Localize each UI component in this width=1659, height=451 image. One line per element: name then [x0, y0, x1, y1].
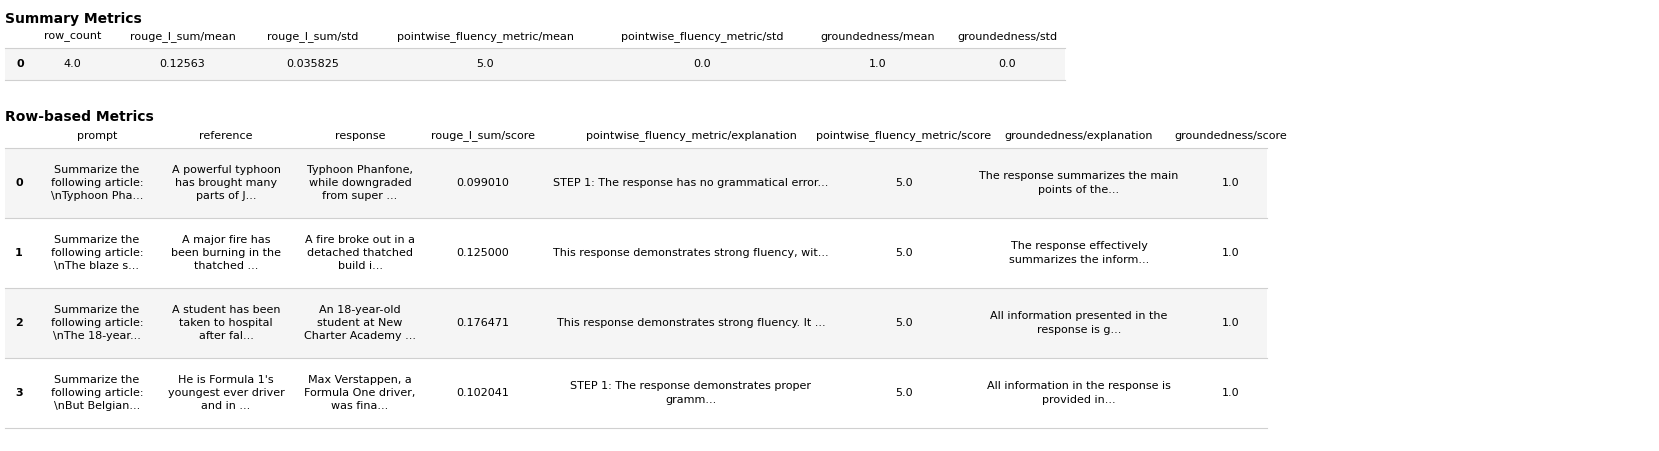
- Text: 5.0: 5.0: [896, 248, 912, 258]
- Text: 0.0: 0.0: [999, 59, 1017, 69]
- Text: Summarize the
following article:
\nThe 18-year...: Summarize the following article: \nThe 1…: [51, 305, 143, 341]
- Text: 5.0: 5.0: [896, 318, 912, 328]
- Text: rouge_l_sum/mean: rouge_l_sum/mean: [129, 32, 236, 42]
- Text: He is Formula 1's
youngest ever driver
and in ...: He is Formula 1's youngest ever driver a…: [168, 375, 284, 411]
- Text: pointwise_fluency_metric/std: pointwise_fluency_metric/std: [620, 32, 783, 42]
- Text: The response effectively
summarizes the inform...: The response effectively summarizes the …: [1009, 241, 1150, 265]
- Text: 5.0: 5.0: [476, 59, 494, 69]
- Text: Max Verstappen, a
Formula One driver,
was fina...: Max Verstappen, a Formula One driver, wa…: [304, 375, 416, 411]
- Text: 1: 1: [15, 248, 23, 258]
- Text: groundedness/mean: groundedness/mean: [820, 32, 934, 42]
- Text: 0.12563: 0.12563: [159, 59, 206, 69]
- Text: Summarize the
following article:
\nThe blaze s...: Summarize the following article: \nThe b…: [51, 235, 143, 271]
- Text: All information in the response is
provided in...: All information in the response is provi…: [987, 382, 1171, 405]
- Text: STEP 1: The response demonstrates proper
gramm...: STEP 1: The response demonstrates proper…: [571, 382, 811, 405]
- Text: All information presented in the
response is g...: All information presented in the respons…: [990, 311, 1168, 335]
- Text: Summary Metrics: Summary Metrics: [5, 12, 141, 26]
- Text: 1.0: 1.0: [1223, 248, 1239, 258]
- Bar: [5, 358, 1267, 428]
- Text: A major fire has
been burning in the
thatched ...: A major fire has been burning in the tha…: [171, 235, 280, 271]
- Text: groundedness/explanation: groundedness/explanation: [1005, 131, 1153, 141]
- Text: 3: 3: [15, 388, 23, 398]
- Text: groundedness/std: groundedness/std: [957, 32, 1057, 42]
- Bar: [5, 48, 1065, 80]
- Text: This response demonstrates strong fluency. It ...: This response demonstrates strong fluenc…: [557, 318, 825, 328]
- Text: 1.0: 1.0: [1223, 388, 1239, 398]
- Text: 1.0: 1.0: [1223, 318, 1239, 328]
- Text: reference: reference: [199, 131, 252, 141]
- Bar: [5, 26, 1065, 48]
- Text: rouge_l_sum/score: rouge_l_sum/score: [431, 130, 534, 142]
- Text: rouge_l_sum/std: rouge_l_sum/std: [267, 32, 358, 42]
- Text: 5.0: 5.0: [896, 178, 912, 188]
- Text: Summarize the
following article:
\nTyphoon Pha...: Summarize the following article: \nTypho…: [51, 165, 143, 201]
- Text: 2: 2: [15, 318, 23, 328]
- Bar: [5, 218, 1267, 288]
- Text: 5.0: 5.0: [896, 388, 912, 398]
- Text: prompt: prompt: [76, 131, 118, 141]
- Text: pointwise_fluency_metric/mean: pointwise_fluency_metric/mean: [397, 32, 574, 42]
- Text: 1.0: 1.0: [1223, 178, 1239, 188]
- Text: STEP 1: The response has no grammatical error...: STEP 1: The response has no grammatical …: [554, 178, 830, 188]
- Text: pointwise_fluency_metric/explanation: pointwise_fluency_metric/explanation: [586, 130, 796, 142]
- Text: A powerful typhoon
has brought many
parts of J...: A powerful typhoon has brought many part…: [171, 165, 280, 201]
- Text: 0.125000: 0.125000: [456, 248, 509, 258]
- Text: response: response: [335, 131, 385, 141]
- Text: 0: 0: [15, 178, 23, 188]
- Text: groundedness/score: groundedness/score: [1175, 131, 1287, 141]
- Text: 4.0: 4.0: [63, 59, 81, 69]
- Text: An 18-year-old
student at New
Charter Academy ...: An 18-year-old student at New Charter Ac…: [304, 305, 416, 341]
- Text: 0.176471: 0.176471: [456, 318, 509, 328]
- Text: A fire broke out in a
detached thatched
build i...: A fire broke out in a detached thatched …: [305, 235, 415, 271]
- Text: 0.035825: 0.035825: [285, 59, 338, 69]
- Text: The response summarizes the main
points of the...: The response summarizes the main points …: [979, 171, 1178, 194]
- Text: Summarize the
following article:
\nBut Belgian...: Summarize the following article: \nBut B…: [51, 375, 143, 411]
- Bar: [5, 124, 1267, 148]
- Bar: [5, 148, 1267, 218]
- Text: Row-based Metrics: Row-based Metrics: [5, 110, 154, 124]
- Text: 0.099010: 0.099010: [456, 178, 509, 188]
- Text: 1.0: 1.0: [869, 59, 886, 69]
- Text: A student has been
taken to hospital
after fal...: A student has been taken to hospital aft…: [173, 305, 280, 341]
- Text: pointwise_fluency_metric/score: pointwise_fluency_metric/score: [816, 130, 992, 142]
- Bar: [5, 288, 1267, 358]
- Text: 0.102041: 0.102041: [456, 388, 509, 398]
- Text: 0.0: 0.0: [693, 59, 712, 69]
- Text: row_count: row_count: [43, 32, 101, 42]
- Text: This response demonstrates strong fluency, wit...: This response demonstrates strong fluenc…: [552, 248, 830, 258]
- Text: Typhoon Phanfone,
while downgraded
from super ...: Typhoon Phanfone, while downgraded from …: [307, 165, 413, 201]
- Text: 0: 0: [17, 59, 23, 69]
